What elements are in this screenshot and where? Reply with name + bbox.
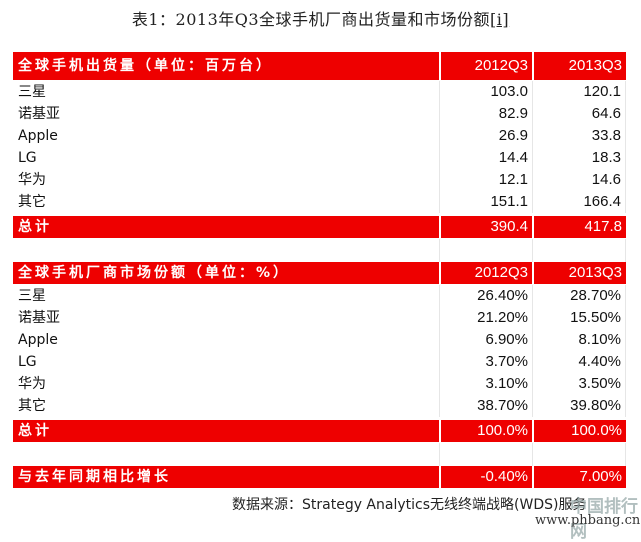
vendor-name: 华为 <box>18 376 46 392</box>
market-share-header-label: 全球手机厂商市场份额（单位：%） <box>13 262 439 284</box>
spacer-row <box>13 443 626 466</box>
table-row: 华为 12.1 14.6 <box>13 169 626 191</box>
value-2013q3: 18.3 <box>532 147 626 169</box>
value-2012q3: 3.10% <box>439 373 532 395</box>
vendor-name: 诺基亚 <box>18 106 60 122</box>
vendor-name: Apple <box>18 128 58 144</box>
value-2012q3: 151.1 <box>439 191 532 213</box>
value-2013q3: 14.6 <box>532 169 626 191</box>
value-2012q3: 14.4 <box>439 147 532 169</box>
shipments-header-label: 全球手机出货量（单位：百万台） <box>13 52 439 80</box>
spacer-cell <box>532 239 626 262</box>
table-row: 诺基亚 21.20% 15.50% <box>13 307 626 329</box>
table-row: 诺基亚 82.9 64.6 <box>13 103 626 125</box>
spacer-cell <box>532 443 626 466</box>
spacer-cell <box>13 239 439 262</box>
market-share-header-2013q3: 2013Q3 <box>532 262 626 284</box>
data-source-note: 数据来源：Strategy Analytics无线终端战略(WDS)服务 <box>232 497 587 513</box>
table-row: Apple 26.9 33.8 <box>13 125 626 147</box>
spacer-cell <box>439 239 532 262</box>
value-2012q3: 103.0 <box>439 81 532 103</box>
value-2013q3: 28.70% <box>532 285 626 307</box>
spacer-row <box>13 239 626 262</box>
total-2013q3: 100.0% <box>532 420 626 442</box>
value-2012q3: 21.20% <box>439 307 532 329</box>
value-2013q3: 120.1 <box>532 81 626 103</box>
value-2013q3: 166.4 <box>532 191 626 213</box>
title-text: 表1：2013年Q3全球手机厂商出货量和市场份额 <box>131 10 491 29</box>
value-2012q3: 3.70% <box>439 351 532 373</box>
table-title: 表1：2013年Q3全球手机厂商出货量和市场份额[i] <box>0 6 641 30</box>
table-row: 华为 3.10% 3.50% <box>13 373 626 395</box>
shipments-header-2012q3: 2012Q3 <box>439 52 532 80</box>
total-2013q3: 417.8 <box>532 216 626 238</box>
growth-2012q3: -0.40% <box>439 466 532 488</box>
vendor-name: 华为 <box>18 172 46 188</box>
yoy-growth-row: 与去年同期相比增长 -0.40% 7.00% <box>13 466 626 488</box>
value-2013q3: 15.50% <box>532 307 626 329</box>
shipments-total-row: 总计 390.4 417.8 <box>13 216 626 238</box>
vendor-name: Apple <box>18 332 58 348</box>
value-2013q3: 64.6 <box>532 103 626 125</box>
shipments-header-2013q3: 2013Q3 <box>532 52 626 80</box>
value-2012q3: 38.70% <box>439 395 532 417</box>
vendor-name: 三星 <box>18 288 46 304</box>
table-row: 其它 38.70% 39.80% <box>13 395 626 417</box>
value-2013q3: 33.8 <box>532 125 626 147</box>
total-2012q3: 100.0% <box>439 420 532 442</box>
shipments-market-share-table: 全球手机出货量（单位：百万台） 2012Q3 2013Q3 三星 103.0 1… <box>13 52 626 488</box>
market-share-header-row: 全球手机厂商市场份额（单位：%） 2012Q3 2013Q3 <box>13 262 626 284</box>
total-label: 总计 <box>13 216 439 238</box>
total-2012q3: 390.4 <box>439 216 532 238</box>
table-row: LG 3.70% 4.40% <box>13 351 626 373</box>
table-row: 三星 26.40% 28.70% <box>13 285 626 307</box>
growth-2013q3: 7.00% <box>532 466 626 488</box>
market-share-header-2012q3: 2012Q3 <box>439 262 532 284</box>
table-row: 三星 103.0 120.1 <box>13 81 626 103</box>
watermark-url: www.phbang.cn <box>535 513 641 528</box>
table-row: Apple 6.90% 8.10% <box>13 329 626 351</box>
shipments-header-row: 全球手机出货量（单位：百万台） 2012Q3 2013Q3 <box>13 52 626 80</box>
value-2013q3: 3.50% <box>532 373 626 395</box>
total-label: 总计 <box>13 420 439 442</box>
footnote-link[interactable]: [i] <box>490 10 510 29</box>
vendor-name: LG <box>18 354 37 370</box>
market-share-total-row: 总计 100.0% 100.0% <box>13 420 626 442</box>
vendor-name: 其它 <box>18 398 46 414</box>
value-2012q3: 82.9 <box>439 103 532 125</box>
vendor-name: 诺基亚 <box>18 310 60 326</box>
value-2012q3: 6.90% <box>439 329 532 351</box>
spacer-cell <box>13 443 439 466</box>
table-row: 其它 151.1 166.4 <box>13 191 626 213</box>
value-2013q3: 39.80% <box>532 395 626 417</box>
vendor-name: 三星 <box>18 84 46 100</box>
value-2012q3: 26.40% <box>439 285 532 307</box>
vendor-name: 其它 <box>18 194 46 210</box>
value-2012q3: 26.9 <box>439 125 532 147</box>
vendor-name: LG <box>18 150 37 166</box>
value-2012q3: 12.1 <box>439 169 532 191</box>
spacer-cell <box>439 443 532 466</box>
value-2013q3: 8.10% <box>532 329 626 351</box>
table-row: LG 14.4 18.3 <box>13 147 626 169</box>
growth-label: 与去年同期相比增长 <box>13 466 439 488</box>
value-2013q3: 4.40% <box>532 351 626 373</box>
